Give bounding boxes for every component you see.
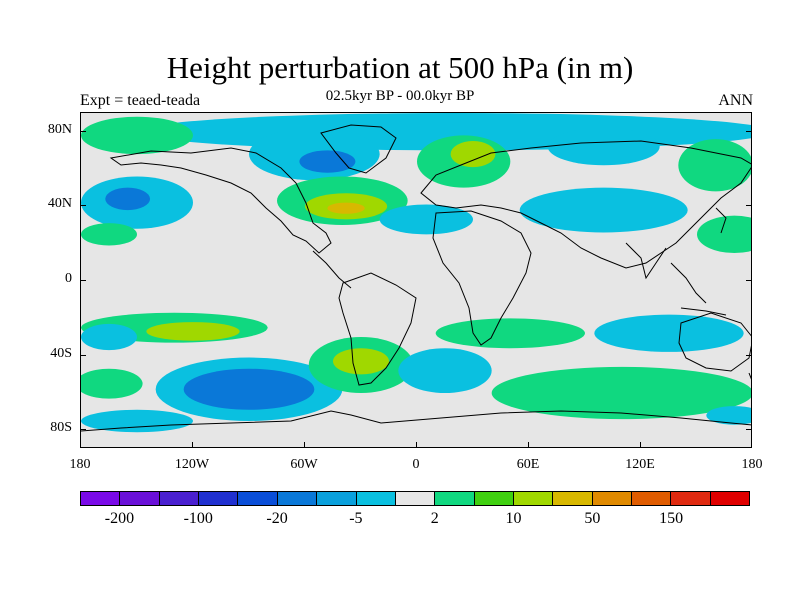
lon-tick xyxy=(416,442,417,448)
colorbar-box xyxy=(474,492,514,505)
lat-tick-label: 0 xyxy=(65,271,72,286)
lat-tick-label: 40N xyxy=(47,196,72,212)
colorbar-label: -5 xyxy=(349,510,363,527)
colorbar-box xyxy=(120,492,160,505)
anomaly-region xyxy=(146,322,240,341)
lat-tick xyxy=(80,354,86,356)
lat-tick xyxy=(80,280,86,281)
experiment-label: Expt = teaed-teada xyxy=(80,92,201,109)
lat-tick xyxy=(80,130,86,132)
anomaly-region xyxy=(547,127,660,166)
colorbar-box xyxy=(356,492,396,505)
anomaly-region xyxy=(435,318,585,349)
colorbar-label: 150 xyxy=(659,510,684,527)
colorbar-box xyxy=(553,492,593,505)
lon-tick-label: 180 xyxy=(69,457,91,472)
lat-tick xyxy=(746,280,752,281)
anomaly-region xyxy=(299,150,356,173)
lat-tick-label: 40S xyxy=(50,345,72,361)
map-canvas xyxy=(81,113,751,433)
coast-africa xyxy=(432,210,532,346)
anomaly-region xyxy=(491,366,751,420)
lon-tick xyxy=(80,442,81,448)
lat-tick xyxy=(746,354,752,356)
anomaly-region xyxy=(333,348,389,375)
anomaly-region xyxy=(594,314,744,352)
lat-tick xyxy=(80,429,86,431)
anomaly-region xyxy=(81,409,193,433)
colorbar-label: -20 xyxy=(266,510,288,527)
colorbar-label: -200 xyxy=(104,510,135,527)
anomaly-region xyxy=(706,406,751,425)
lon-tick-label: 0 xyxy=(412,457,420,472)
lon-tick xyxy=(528,442,529,448)
anomaly-region xyxy=(81,223,137,246)
coast-indonesia xyxy=(670,262,727,316)
coast-antarctica xyxy=(81,410,751,432)
colorbar-box xyxy=(159,492,200,505)
lat-tick-label: 80N xyxy=(47,121,72,137)
coast-india xyxy=(625,242,667,280)
season-label: ANN xyxy=(718,92,753,109)
colorbar xyxy=(80,491,750,506)
map-subtitle: 02.5kyr BP - 00.0kyr BP xyxy=(325,88,475,104)
coast-central-america xyxy=(312,250,352,289)
lat-tick xyxy=(746,205,752,207)
colorbar-box xyxy=(435,492,475,505)
lon-tick-label: 180 xyxy=(741,457,763,472)
anomaly-regions xyxy=(81,113,751,433)
colorbar-label: -100 xyxy=(183,510,213,527)
lon-tick-label: 60W xyxy=(290,457,318,472)
colorbar-box xyxy=(277,492,318,505)
lon-tick xyxy=(192,442,193,448)
anomaly-region xyxy=(678,139,751,192)
anomaly-region xyxy=(450,141,496,168)
coast-greenland xyxy=(320,124,397,174)
coast-japan xyxy=(715,207,727,234)
anomaly-region xyxy=(81,368,143,399)
colorbar-box xyxy=(238,492,278,505)
anomaly-region xyxy=(379,204,474,235)
colorbar-box xyxy=(395,492,436,505)
anomaly-region xyxy=(81,116,193,155)
colorbar-box xyxy=(592,492,633,505)
coast-eurasia xyxy=(420,140,751,269)
map-title: Height perturbation at 500 hPa (in m) xyxy=(166,50,634,85)
colorbar-box xyxy=(513,492,554,505)
lat-tick-label: 80S xyxy=(50,420,72,436)
anomaly-region xyxy=(519,187,688,233)
colorbar-label: 2 xyxy=(430,510,439,527)
lat-tick xyxy=(746,429,752,431)
lon-tick xyxy=(304,442,305,448)
anomaly-region xyxy=(105,187,151,211)
coast-north-america xyxy=(109,147,332,254)
colorbar-box xyxy=(81,492,121,505)
lon-tick xyxy=(640,442,641,448)
anomaly-region xyxy=(697,215,751,253)
coast-australia xyxy=(678,312,751,372)
colorbar-box xyxy=(671,492,711,505)
lon-tick-label: 120E xyxy=(625,457,655,472)
colorbar-box xyxy=(632,492,672,505)
anomaly-region xyxy=(327,202,365,214)
lon-tick-label: 60E xyxy=(516,457,540,472)
colorbar-box xyxy=(710,492,750,505)
colorbar-label: 10 xyxy=(505,510,522,527)
colorbar-box xyxy=(317,492,357,505)
lon-tick-label: 120W xyxy=(174,457,210,472)
lat-tick xyxy=(80,205,86,207)
coastlines xyxy=(81,124,751,432)
colorbar-label: 50 xyxy=(584,510,601,527)
coast-new-zealand xyxy=(748,372,751,380)
anomaly-region xyxy=(398,348,492,393)
colorbar-box xyxy=(199,492,239,505)
lon-tick xyxy=(751,442,752,448)
anomaly-region xyxy=(81,323,137,351)
coast-south-america xyxy=(338,272,417,386)
anomaly-region xyxy=(183,368,315,410)
map-plot-area xyxy=(80,112,752,448)
lat-tick xyxy=(746,130,752,132)
